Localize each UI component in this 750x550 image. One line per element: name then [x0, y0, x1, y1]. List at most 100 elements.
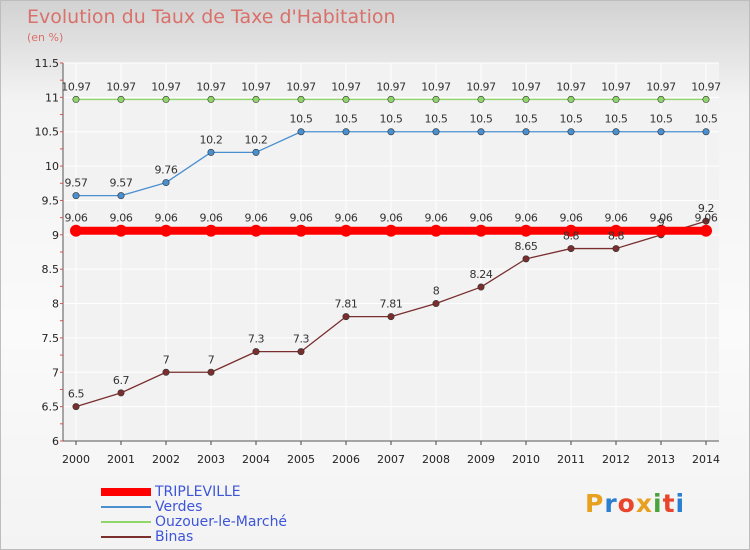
data-point — [702, 128, 710, 136]
x-tick-label: 2013 — [647, 453, 675, 466]
y-tick-label: 10.5 — [35, 126, 60, 139]
data-label: 10.5 — [695, 113, 718, 126]
data-point — [252, 148, 260, 156]
y-tick-label: 6 — [52, 435, 59, 448]
data-label: 10.5 — [515, 113, 538, 126]
x-tick-label: 2009 — [467, 453, 495, 466]
data-label: 10.97 — [286, 80, 316, 93]
x-tick-label: 2001 — [107, 453, 135, 466]
data-point — [252, 348, 260, 356]
data-label: 7.3 — [248, 333, 265, 346]
data-point — [432, 95, 440, 103]
data-point — [207, 148, 215, 156]
y-tick-label: 9 — [52, 229, 59, 242]
legend-swatch — [101, 536, 151, 538]
data-label: 9.06 — [110, 212, 133, 225]
data-label: 7 — [163, 353, 170, 366]
y-tick-label: 10 — [45, 160, 59, 173]
y-tick-label: 8.5 — [42, 263, 60, 276]
data-point — [565, 224, 577, 237]
data-label: 10.5 — [290, 113, 313, 126]
data-label: 10.5 — [425, 113, 448, 126]
data-label: 10.97 — [466, 80, 496, 93]
x-tick-label: 2003 — [197, 453, 225, 466]
data-label: 9.06 — [470, 212, 493, 225]
data-point — [477, 283, 485, 291]
data-point — [387, 128, 395, 136]
data-label: 9.06 — [290, 212, 313, 225]
data-point — [342, 128, 350, 136]
legend: TRIPLEVILLE Verdes Ouzouer-le-Marché Binas — [101, 485, 421, 545]
legend-swatch — [101, 506, 151, 508]
data-label: 10.5 — [380, 113, 403, 126]
data-label: 9.57 — [65, 177, 88, 190]
data-label: 6.7 — [113, 374, 130, 387]
y-tick-label: 6.5 — [42, 401, 60, 414]
legend-item: Binas — [101, 530, 421, 545]
data-point — [160, 224, 172, 237]
data-label: 10.97 — [556, 80, 586, 93]
data-label: 9.2 — [698, 202, 714, 215]
data-label: 7.3 — [293, 333, 310, 346]
data-point — [612, 245, 620, 253]
data-point — [477, 95, 485, 103]
data-point — [297, 95, 305, 103]
x-tick-label: 2006 — [332, 453, 360, 466]
data-point — [520, 224, 532, 237]
data-point — [252, 95, 260, 103]
x-tick-label: 2014 — [692, 453, 720, 466]
data-point — [117, 95, 125, 103]
x-tick-label: 2007 — [377, 453, 405, 466]
data-label: 8.8 — [608, 230, 625, 243]
y-tick-label: 8 — [52, 298, 59, 311]
y-tick-label: 7.5 — [42, 332, 60, 345]
legend-item: Ouzouer-le-Marché — [101, 515, 421, 530]
data-label: 10.97 — [646, 80, 676, 93]
x-tick-label: 2008 — [422, 453, 450, 466]
data-point — [70, 224, 82, 237]
y-tick-label: 9.5 — [42, 194, 60, 207]
y-tick-label: 7 — [52, 366, 59, 379]
data-label: 10.97 — [151, 80, 181, 93]
data-label: 7.81 — [335, 298, 358, 311]
data-label: 10.97 — [691, 80, 721, 93]
data-point — [522, 255, 530, 263]
data-point — [72, 95, 80, 103]
data-point — [477, 128, 485, 136]
data-point — [342, 95, 350, 103]
data-point — [340, 224, 352, 237]
data-label: 9.06 — [335, 212, 358, 225]
x-tick-label: 2002 — [152, 453, 180, 466]
data-label: 9.06 — [200, 212, 223, 225]
data-point — [657, 95, 665, 103]
data-label: 9 — [658, 216, 665, 229]
data-point — [432, 300, 440, 308]
data-point — [567, 128, 575, 136]
data-point — [522, 95, 530, 103]
data-label: 10.5 — [470, 113, 493, 126]
x-tick-label: 2011 — [557, 453, 585, 466]
data-label: 10.97 — [241, 80, 271, 93]
data-label: 9.06 — [515, 212, 538, 225]
data-label: 10.5 — [650, 113, 673, 126]
x-tick-label: 2005 — [287, 453, 315, 466]
x-tick-label: 2010 — [512, 453, 540, 466]
data-label: 10.97 — [61, 80, 91, 93]
data-label: 10.2 — [245, 133, 268, 146]
data-point — [117, 389, 125, 397]
data-label: 9.06 — [605, 212, 628, 225]
data-label: 10.97 — [601, 80, 631, 93]
legend-swatch — [101, 521, 151, 523]
data-label: 9.06 — [695, 212, 718, 225]
data-point — [297, 128, 305, 136]
legend-label: TRIPLEVILLE — [155, 484, 241, 500]
data-point — [162, 368, 170, 376]
data-label: 9.06 — [560, 212, 583, 225]
data-label: 6.5 — [68, 388, 85, 401]
data-point — [612, 128, 620, 136]
data-label: 8.24 — [470, 268, 493, 281]
x-tick-label: 2012 — [602, 453, 630, 466]
data-label: 10.5 — [605, 113, 628, 126]
data-point — [567, 245, 575, 253]
